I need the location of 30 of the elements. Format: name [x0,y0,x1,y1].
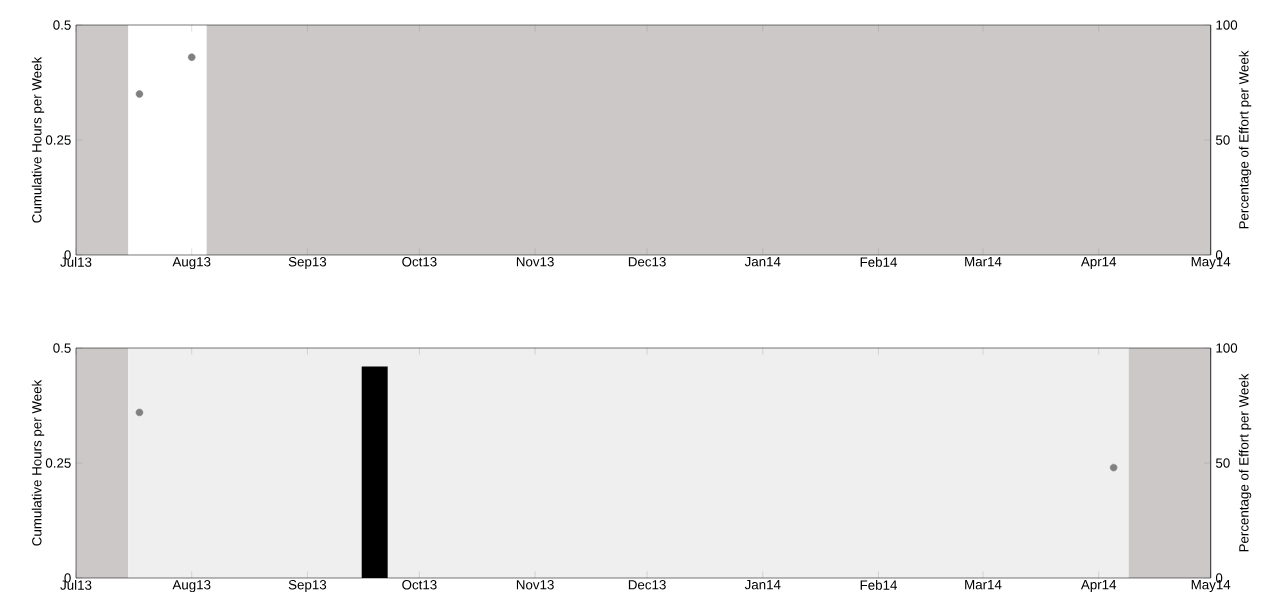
x-tick-label: Oct13 [402,580,437,590]
x-tick-label: Aug13 [172,257,211,270]
x-tick-label: Mar14 [965,580,1002,590]
y2-tick-label: 100 [1216,20,1238,30]
y2-axis-title: Percentage of Effort per Week [1238,373,1252,552]
x-tick-label: Sep13 [288,257,327,270]
x-tick-label: Jan14 [744,580,781,590]
x-tick-label: Feb14 [860,257,897,267]
x-tick-label: Mar14 [965,257,1002,267]
y2-axis-title: Percentage of Effort per Week [1238,50,1252,229]
x-tick-label: Nov13 [516,580,554,590]
y2-tick-label: 50 [1215,135,1230,145]
y-tick-label: 0.5 [53,20,71,30]
y-tick-label: 0.25 [45,135,71,145]
x-tick-label: Sep13 [288,580,327,593]
x-tick-label: Nov13 [516,257,554,267]
x-tick-label: Oct13 [402,257,437,267]
y-tick-label: 0.25 [45,458,71,468]
y-tick-label: 0.5 [53,343,71,353]
x-tick-label: Dec13 [628,580,666,590]
x-tick-label: Jan14 [744,257,781,267]
y2-tick-label: 50 [1215,458,1230,468]
x-tick-label: Dec13 [628,257,666,267]
x-tick-label: Aug13 [172,580,211,593]
y-axis-title: Cumulative Hours per Week [31,379,45,546]
x-tick-label: Apr14 [1080,257,1117,269]
y2-tick-label: 100 [1216,343,1238,353]
x-tick-label: Apr14 [1080,580,1117,592]
y-axis-title: Cumulative Hours per Week [31,56,45,223]
x-tick-label: Feb14 [860,580,897,590]
